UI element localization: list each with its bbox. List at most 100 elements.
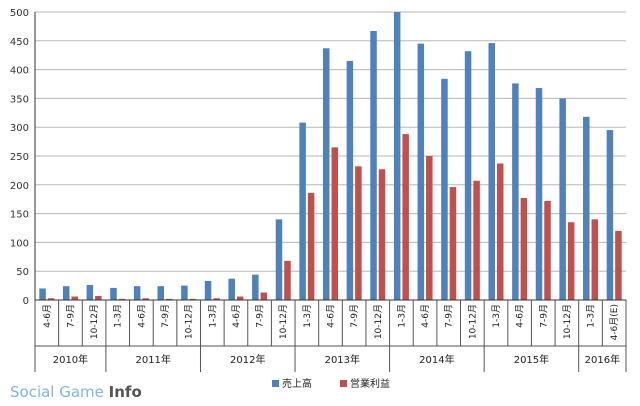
bar-operating-profit <box>166 298 173 300</box>
bar-operating-profit <box>118 298 126 300</box>
bar-operating-profit <box>615 230 622 300</box>
x-category-label: 10-12月 <box>467 304 478 339</box>
bar-sales <box>62 286 70 300</box>
grid-lines <box>35 11 626 301</box>
x-category-label: 1-3月 <box>586 304 597 328</box>
bar-sales <box>464 51 472 300</box>
bar-sales <box>535 88 543 300</box>
x-category-label: 4-6月 <box>231 304 242 328</box>
bar-sales <box>606 130 614 300</box>
x-year-label: 2016年 <box>585 353 620 366</box>
x-category-label: 7-9月 <box>349 304 360 328</box>
bar-operating-profit <box>520 198 528 300</box>
y-tick-label: 100 <box>10 238 29 249</box>
bar-operating-profit <box>544 200 551 300</box>
legend-swatch <box>272 380 279 387</box>
x-category-label: 4-6月 <box>136 304 147 328</box>
bar-operating-profit <box>71 296 78 300</box>
x-category-label: 7-9月 <box>444 304 455 328</box>
x-category-label: 4-6月 <box>326 304 337 328</box>
bar-operating-profit <box>402 134 409 300</box>
bar-sales <box>228 278 235 300</box>
bar-operating-profit <box>284 260 291 300</box>
x-year-label: 2011年 <box>135 353 170 366</box>
axes: 0 50 100 150 200 250 300 350 400 450 500 4-6月 7-9月 10… <box>10 8 627 372</box>
y-tick-label: 50 <box>16 267 29 278</box>
bar-operating-profit <box>189 298 197 300</box>
watermark-text: Social Game Info <box>10 383 142 401</box>
bar-sales <box>133 286 141 300</box>
bar-operating-profit <box>260 292 268 300</box>
bar-operating-profit <box>236 296 244 300</box>
bar-sales <box>417 43 425 301</box>
x-category-label: 7-9月 <box>160 304 171 328</box>
legend-label: 営業利益 <box>350 377 390 390</box>
bars <box>39 12 622 301</box>
bar-operating-profit <box>47 298 55 300</box>
x-category-label: 4-6月 <box>515 304 526 328</box>
x-category-label: 7-9月 <box>255 304 266 328</box>
y-tick-label: 400 <box>10 66 29 77</box>
bar-sales <box>110 287 117 300</box>
x-category-label: 10-12月 <box>373 304 384 339</box>
y-tick-label: 450 <box>10 37 29 48</box>
x-category-label: 10-12月 <box>278 304 289 339</box>
x-category-label: 7-9月 <box>538 304 549 328</box>
x-category-label: 4-6月(E) <box>609 304 620 340</box>
bar-sales <box>559 98 566 301</box>
x-category-label: 7-9月 <box>65 304 76 328</box>
y-tick-label: 250 <box>10 152 29 163</box>
bar-sales <box>488 43 495 300</box>
bar-sales <box>86 285 94 300</box>
y-tick-label: 500 <box>10 8 29 19</box>
x-category-label: 1-3月 <box>113 304 124 328</box>
legend: 売上高 営業利益 <box>272 377 390 390</box>
x-category-label: 1-3月 <box>207 304 218 328</box>
bar-sales <box>299 122 306 300</box>
bar-operating-profit <box>331 147 338 300</box>
x-year-label: 2010年 <box>53 353 88 366</box>
bar-sales <box>275 219 283 300</box>
bar-operating-profit <box>142 298 149 300</box>
y-tick-label: 350 <box>10 94 29 105</box>
bar-sales <box>583 116 590 300</box>
bar-operating-profit <box>591 219 599 300</box>
watermark-prefix: Social Game <box>10 383 109 401</box>
x-category-label: 1-3月 <box>302 304 313 328</box>
bar-sales <box>181 285 188 300</box>
bar-operating-profit <box>426 156 433 300</box>
bar-sales <box>393 12 401 300</box>
legend-swatch <box>340 380 347 387</box>
watermark-suffix: Info <box>109 383 142 401</box>
x-category-label: 10-12月 <box>89 304 100 339</box>
legend-label: 売上高 <box>282 377 312 390</box>
x-category-label: 1-3月 <box>491 304 502 328</box>
x-category-label: 10-12月 <box>562 304 573 339</box>
x-category-label: 4-6月 <box>420 304 431 328</box>
y-tick-label: 0 <box>23 296 29 307</box>
x-year-label: 2015年 <box>514 353 549 366</box>
x-category-label: 1-3月 <box>396 304 407 328</box>
bar-operating-profit <box>95 295 102 300</box>
y-tick-label: 300 <box>10 123 29 134</box>
x-year-label: 2013年 <box>325 353 360 366</box>
bar-operating-profit <box>378 169 386 300</box>
bar-operating-profit <box>567 222 575 300</box>
bar-operating-profit <box>496 163 504 300</box>
x-year-label: 2012年 <box>230 353 265 366</box>
bar-sales <box>157 286 165 300</box>
bar-operating-profit <box>307 192 315 300</box>
bar-operating-profit <box>473 180 480 300</box>
y-tick-label: 150 <box>10 210 29 221</box>
x-category-label: 4-6月 <box>42 304 53 328</box>
bar-operating-profit <box>449 187 457 300</box>
bar-sales <box>204 280 212 300</box>
bar-sales <box>252 274 259 300</box>
x-year-label: 2014年 <box>419 353 454 366</box>
bar-sales <box>39 288 46 300</box>
bar-sales <box>323 48 330 301</box>
bar-sales <box>346 60 354 301</box>
bar-operating-profit <box>355 166 362 300</box>
